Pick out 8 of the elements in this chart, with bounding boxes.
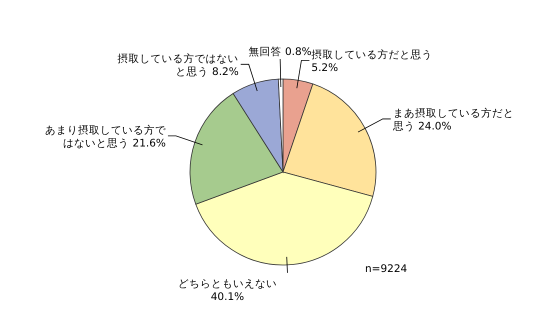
- slice-label: 摂取している方だと思う: [311, 48, 432, 62]
- slice-label: あまり摂取している方ではないと思う 21.6%: [44, 123, 167, 150]
- slice-label: 摂取している方ではないと思う 8.2%: [118, 52, 239, 78]
- data-label: 40.1%: [210, 290, 244, 303]
- text: n=9224: [365, 263, 408, 275]
- slice-label: まあ摂取している方だと思う 24.0%: [392, 106, 514, 132]
- slice-label: どちらともいえない: [178, 278, 277, 290]
- data-label: 5.2%: [311, 62, 338, 74]
